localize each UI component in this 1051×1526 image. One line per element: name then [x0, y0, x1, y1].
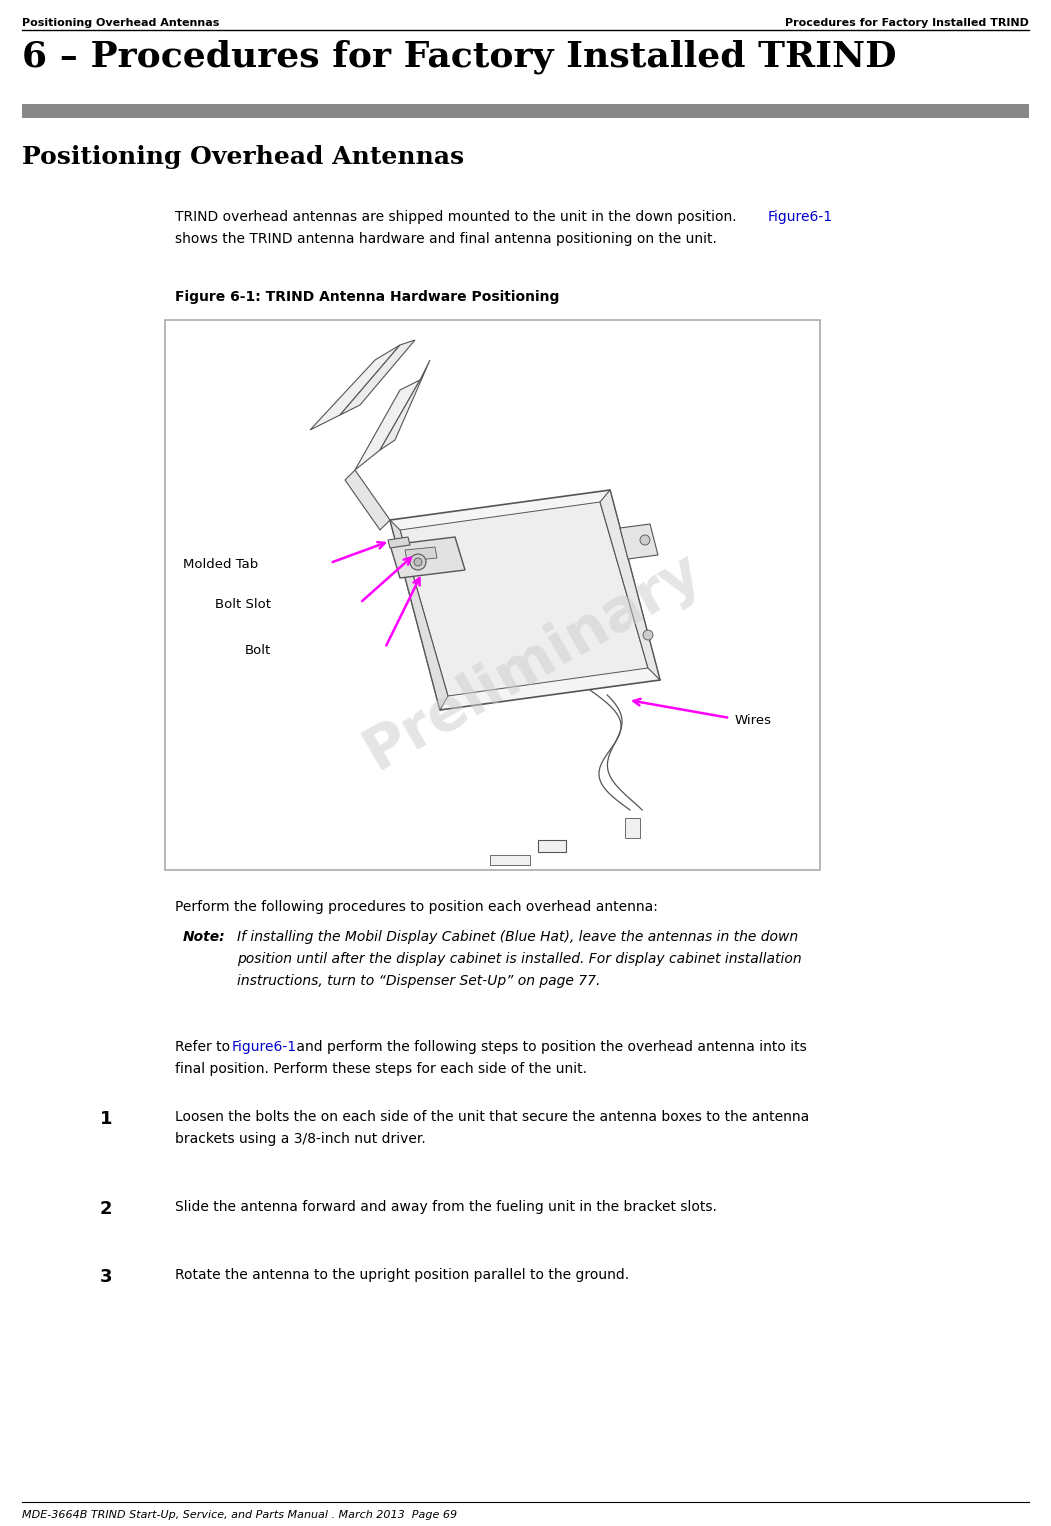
- Text: Bolt: Bolt: [245, 644, 271, 656]
- Text: Loosen the bolts the on each side of the unit that secure the antenna boxes to t: Loosen the bolts the on each side of the…: [176, 1109, 809, 1125]
- Text: Slide the antenna forward and away from the fueling unit in the bracket slots.: Slide the antenna forward and away from …: [176, 1199, 717, 1215]
- Circle shape: [410, 554, 426, 571]
- Polygon shape: [310, 345, 400, 430]
- Text: position until after the display cabinet is installed. For display cabinet insta: position until after the display cabinet…: [236, 952, 802, 966]
- Text: Perform the following procedures to position each overhead antenna:: Perform the following procedures to posi…: [176, 900, 658, 914]
- Text: Positioning Overhead Antennas: Positioning Overhead Antennas: [22, 18, 220, 27]
- Polygon shape: [620, 523, 658, 559]
- Text: shows the TRIND antenna hardware and final antenna positioning on the unit.: shows the TRIND antenna hardware and fin…: [176, 232, 717, 246]
- Text: Rotate the antenna to the upright position parallel to the ground.: Rotate the antenna to the upright positi…: [176, 1268, 630, 1282]
- Text: Procedures for Factory Installed TRIND: Procedures for Factory Installed TRIND: [785, 18, 1029, 27]
- Polygon shape: [355, 380, 420, 470]
- Bar: [22, 104, 1029, 118]
- Text: MDE-3664B TRIND Start-Up, Service, and Parts Manual . March 2013  Page 69: MDE-3664B TRIND Start-Up, Service, and P…: [22, 1511, 457, 1520]
- Polygon shape: [380, 360, 430, 450]
- Text: If installing the Mobil Display Cabinet (Blue Hat), leave the antennas in the do: If installing the Mobil Display Cabinet …: [236, 929, 798, 945]
- Polygon shape: [390, 520, 448, 710]
- Text: TRIND overhead antennas are shipped mounted to the unit in the down position.: TRIND overhead antennas are shipped moun…: [176, 211, 741, 224]
- Text: 6 – Procedures for Factory Installed TRIND: 6 – Procedures for Factory Installed TRI…: [22, 40, 897, 75]
- Polygon shape: [388, 537, 410, 548]
- Bar: [165, 320, 820, 870]
- Polygon shape: [345, 470, 390, 530]
- Polygon shape: [341, 340, 415, 415]
- Text: 2: 2: [100, 1199, 112, 1218]
- Text: Figure6-1: Figure6-1: [232, 1041, 297, 1054]
- Text: and perform the following steps to position the overhead antenna into its: and perform the following steps to posit…: [292, 1041, 807, 1054]
- Text: Figure6-1: Figure6-1: [768, 211, 833, 224]
- Text: Preliminary: Preliminary: [354, 542, 712, 781]
- Text: Bolt Slot: Bolt Slot: [215, 598, 271, 612]
- Polygon shape: [390, 490, 660, 710]
- Bar: [538, 839, 566, 852]
- Polygon shape: [405, 546, 437, 562]
- Polygon shape: [390, 537, 465, 578]
- Circle shape: [414, 559, 423, 566]
- Text: Note:: Note:: [183, 929, 226, 945]
- Text: Figure 6-1: TRIND Antenna Hardware Positioning: Figure 6-1: TRIND Antenna Hardware Posit…: [176, 290, 559, 304]
- Bar: [625, 818, 640, 838]
- Circle shape: [643, 630, 653, 639]
- Text: final position. Perform these steps for each side of the unit.: final position. Perform these steps for …: [176, 1062, 588, 1076]
- Text: brackets using a 3/8-inch nut driver.: brackets using a 3/8-inch nut driver.: [176, 1132, 426, 1146]
- Text: instructions, turn to “Dispenser Set-Up” on page 77.: instructions, turn to “Dispenser Set-Up”…: [236, 974, 600, 987]
- Text: Refer to: Refer to: [176, 1041, 234, 1054]
- Text: Wires: Wires: [735, 714, 772, 726]
- Polygon shape: [600, 490, 660, 681]
- Bar: [490, 855, 530, 865]
- Circle shape: [640, 536, 650, 545]
- Polygon shape: [400, 502, 648, 696]
- Text: 3: 3: [100, 1268, 112, 1286]
- Text: 1: 1: [100, 1109, 112, 1128]
- Text: Positioning Overhead Antennas: Positioning Overhead Antennas: [22, 145, 465, 169]
- Text: Molded Tab: Molded Tab: [183, 559, 259, 572]
